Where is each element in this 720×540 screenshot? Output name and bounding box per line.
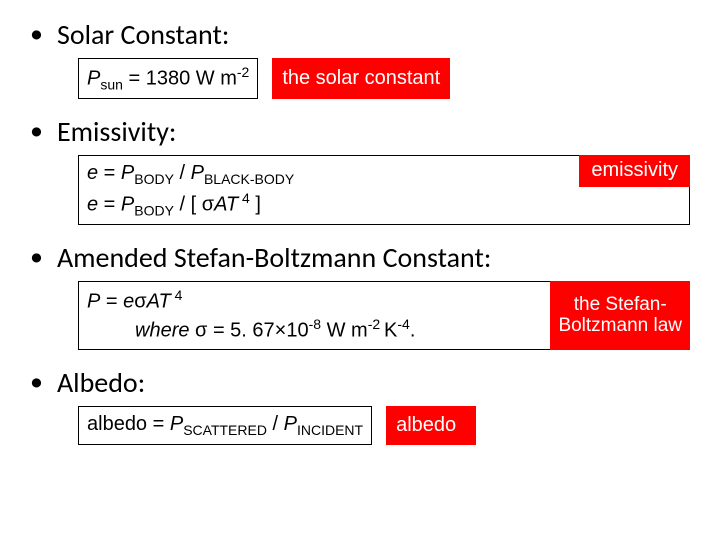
heading-albedo: Albedo: <box>57 366 145 400</box>
formula-stefan: P = eσAT 4 where σ = 5. 67×10-8 W m-2 K-… <box>78 281 690 350</box>
bullet-emissivity: • Emissivity: <box>30 115 690 149</box>
stefan-line1: P = eσAT 4 <box>87 286 529 316</box>
label-stefan-l2: Boltzmann law <box>558 315 682 337</box>
heading-solar: Solar Constant: <box>57 18 229 52</box>
bullet-dot: • <box>30 18 43 49</box>
label-stefan-l1: the Stefan- <box>558 294 682 316</box>
bullet-stefan: • Amended Stefan-Boltzmann Constant: <box>30 241 690 275</box>
emissivity-line1: e = PBODY / PBLACK-BODY <box>87 160 539 189</box>
bullet-dot: • <box>30 241 43 272</box>
formula-albedo: albedo = PSCATTERED / PINCIDENT <box>78 406 372 445</box>
heading-stefan: Amended Stefan-Boltzmann Constant: <box>57 241 491 275</box>
emissivity-line2: e = PBODY / [ σAT 4 ] <box>87 189 539 221</box>
bullet-dot: • <box>30 366 43 397</box>
label-solar: the solar constant <box>272 58 450 100</box>
heading-emissivity: Emissivity: <box>57 115 176 149</box>
stefan-line2: where σ = 5. 67×10-8 W m-2 K-4. <box>87 315 529 345</box>
label-stefan: the Stefan- Boltzmann law <box>550 281 690 350</box>
label-emissivity: emissivity <box>579 155 690 187</box>
row-stefan: P = eσAT 4 where σ = 5. 67×10-8 W m-2 K-… <box>78 281 690 350</box>
bullet-dot: • <box>30 115 43 146</box>
formula-emissivity: e = PBODY / PBLACK-BODY e = PBODY / [ σA… <box>78 155 690 225</box>
row-emissivity: e = PBODY / PBLACK-BODY e = PBODY / [ σA… <box>78 155 690 225</box>
label-albedo: albedo <box>386 406 476 445</box>
formula-solar: Psun = 1380 W m-2 <box>78 58 258 100</box>
bullet-solar: • Solar Constant: <box>30 18 690 52</box>
row-albedo: albedo = PSCATTERED / PINCIDENT albedo <box>78 406 690 445</box>
bullet-albedo: • Albedo: <box>30 366 690 400</box>
row-solar: Psun = 1380 W m-2 the solar constant <box>78 58 690 100</box>
